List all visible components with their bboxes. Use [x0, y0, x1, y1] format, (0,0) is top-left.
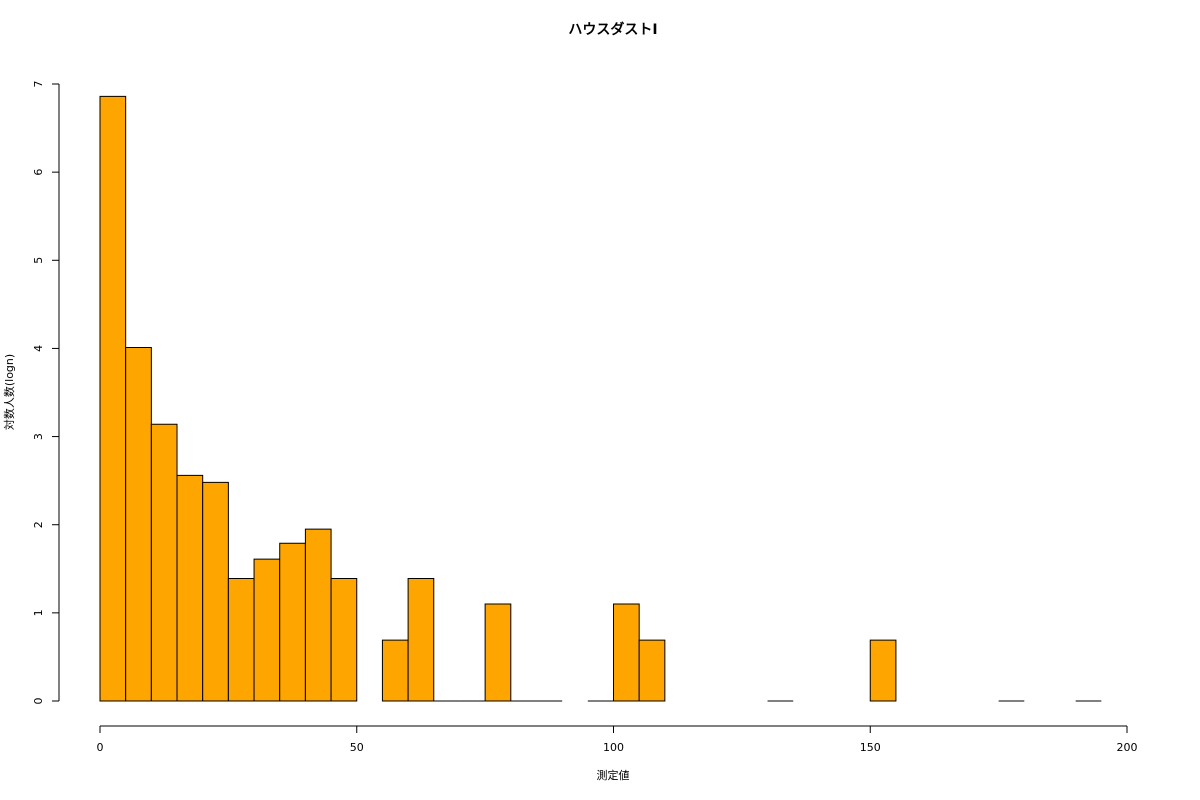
- bar: [407, 577, 435, 702]
- y-tick-label: 0: [32, 698, 45, 705]
- y-axis-label: 対数人数(logn): [2, 354, 16, 430]
- bar: [279, 542, 306, 702]
- x-tick-label: 100: [603, 741, 624, 754]
- bar: [869, 639, 897, 702]
- bar: [253, 558, 281, 702]
- y-tick-label: 4: [32, 345, 45, 352]
- bar: [381, 639, 409, 702]
- bar: [484, 603, 512, 702]
- y-tick-label: 3: [32, 433, 45, 440]
- bar: [202, 481, 229, 702]
- bar: [638, 639, 666, 702]
- y-tick-label: 5: [32, 257, 45, 264]
- bar: [150, 423, 178, 702]
- bar: [125, 347, 152, 702]
- bar: [176, 474, 204, 702]
- x-axis-label: 測定値: [597, 768, 630, 782]
- bar: [304, 528, 332, 702]
- y-tick-label: 1: [32, 609, 45, 616]
- x-tick-label: 0: [97, 741, 104, 754]
- x-tick-label: 200: [1117, 741, 1138, 754]
- y-tick-label: 2: [32, 521, 45, 528]
- bar: [330, 577, 358, 702]
- bar: [99, 95, 127, 702]
- x-tick-label: 50: [350, 741, 364, 754]
- bar: [613, 603, 640, 702]
- chart-title: ハウスダストⅠ: [568, 21, 657, 38]
- x-tick-label: 150: [860, 741, 881, 754]
- y-tick-label: 6: [32, 169, 45, 176]
- y-tick-label: 7: [32, 81, 45, 88]
- bar: [227, 577, 255, 702]
